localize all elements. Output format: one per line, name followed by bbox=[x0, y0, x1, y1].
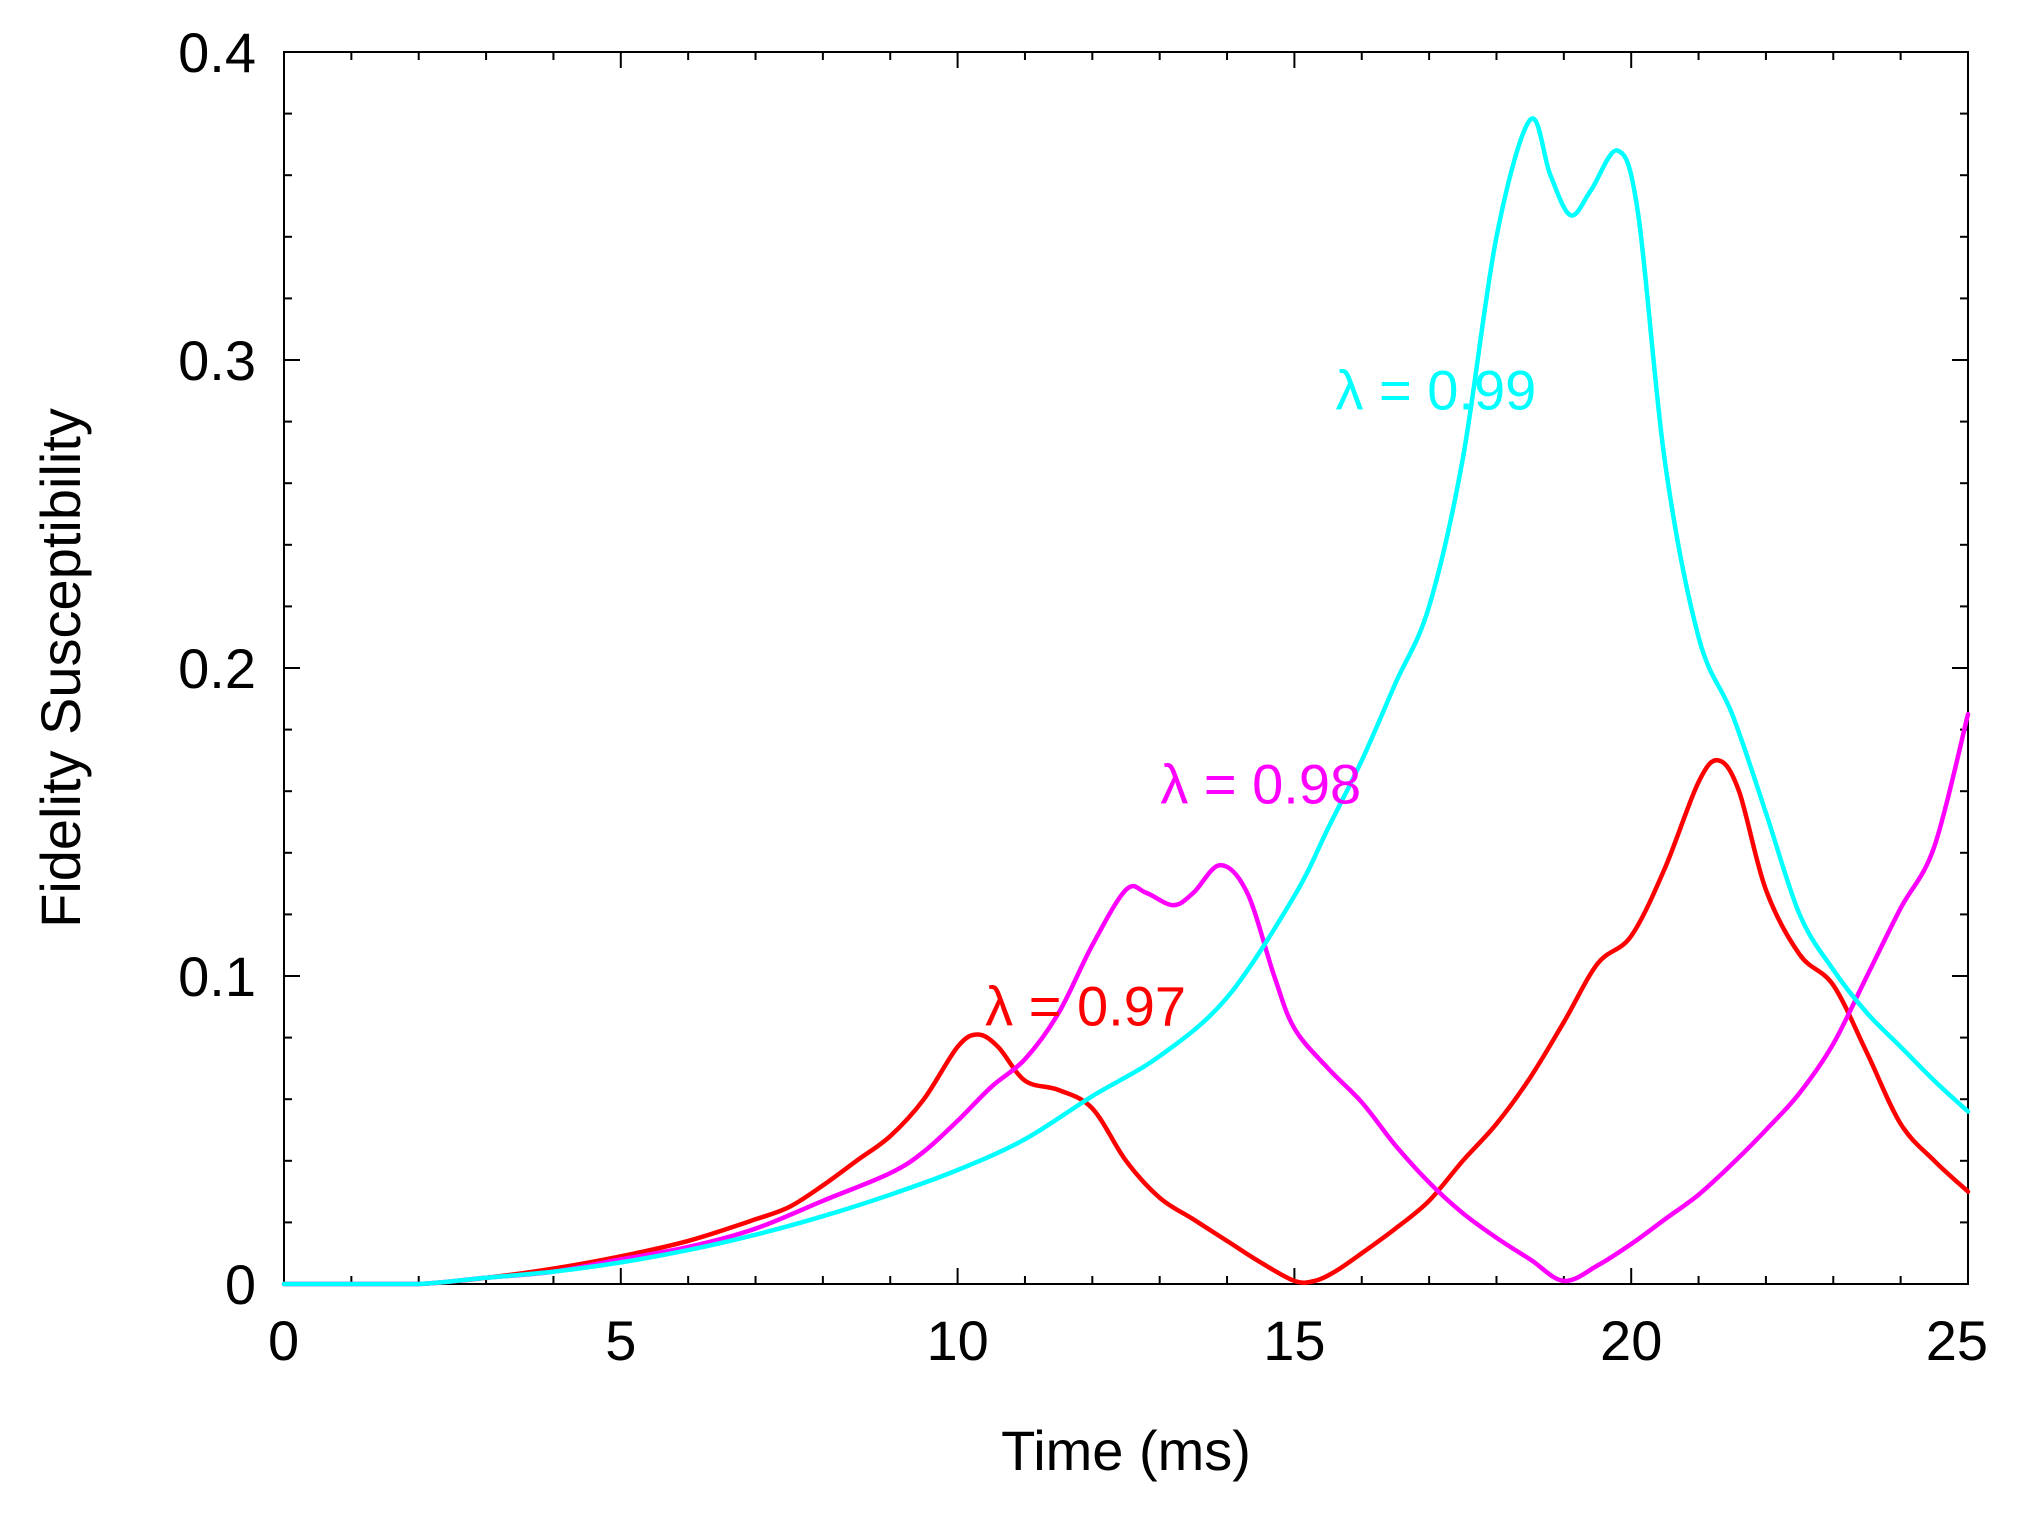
y-tick-labels: 0 0.1 0.2 0.3 0.4 bbox=[178, 21, 256, 1316]
x-tick-label: 0 bbox=[268, 1309, 299, 1372]
x-tick-label: 20 bbox=[1600, 1309, 1662, 1372]
x-tick-label: 10 bbox=[926, 1309, 988, 1372]
plot-area-frame bbox=[283, 51, 1969, 1285]
label-lambda-0-99: λ = 0.99 bbox=[1335, 358, 1536, 421]
y-tick-label: 0.1 bbox=[178, 945, 256, 1008]
y-tick-label: 0.4 bbox=[178, 21, 256, 84]
label-lambda-0-97: λ = 0.97 bbox=[985, 974, 1186, 1037]
x-tick-label: 25 bbox=[1926, 1309, 1988, 1372]
x-tick-labels: 0 5 10 15 20 25 bbox=[268, 1309, 1988, 1372]
x-axis-title: Time (ms) bbox=[1001, 1419, 1251, 1482]
y-tick-label: 0.3 bbox=[178, 329, 256, 392]
series-annotations: λ = 0.99 λ = 0.98 λ = 0.97 bbox=[985, 358, 1536, 1037]
y-tick-label: 0.2 bbox=[178, 637, 256, 700]
label-lambda-0-98: λ = 0.98 bbox=[1160, 753, 1361, 816]
x-tick-label: 5 bbox=[605, 1309, 636, 1372]
y-axis-title: Fidelity Susceptibility bbox=[29, 408, 92, 928]
series-line-0-97 bbox=[281, 757, 1971, 1287]
series-lines bbox=[281, 116, 1971, 1287]
series-line-0-98 bbox=[281, 711, 1971, 1287]
y-tick-label: 0 bbox=[225, 1253, 256, 1316]
x-tick-label: 15 bbox=[1263, 1309, 1325, 1372]
axis-ticks bbox=[283, 51, 1969, 1285]
series-line-0-99 bbox=[281, 116, 1971, 1287]
